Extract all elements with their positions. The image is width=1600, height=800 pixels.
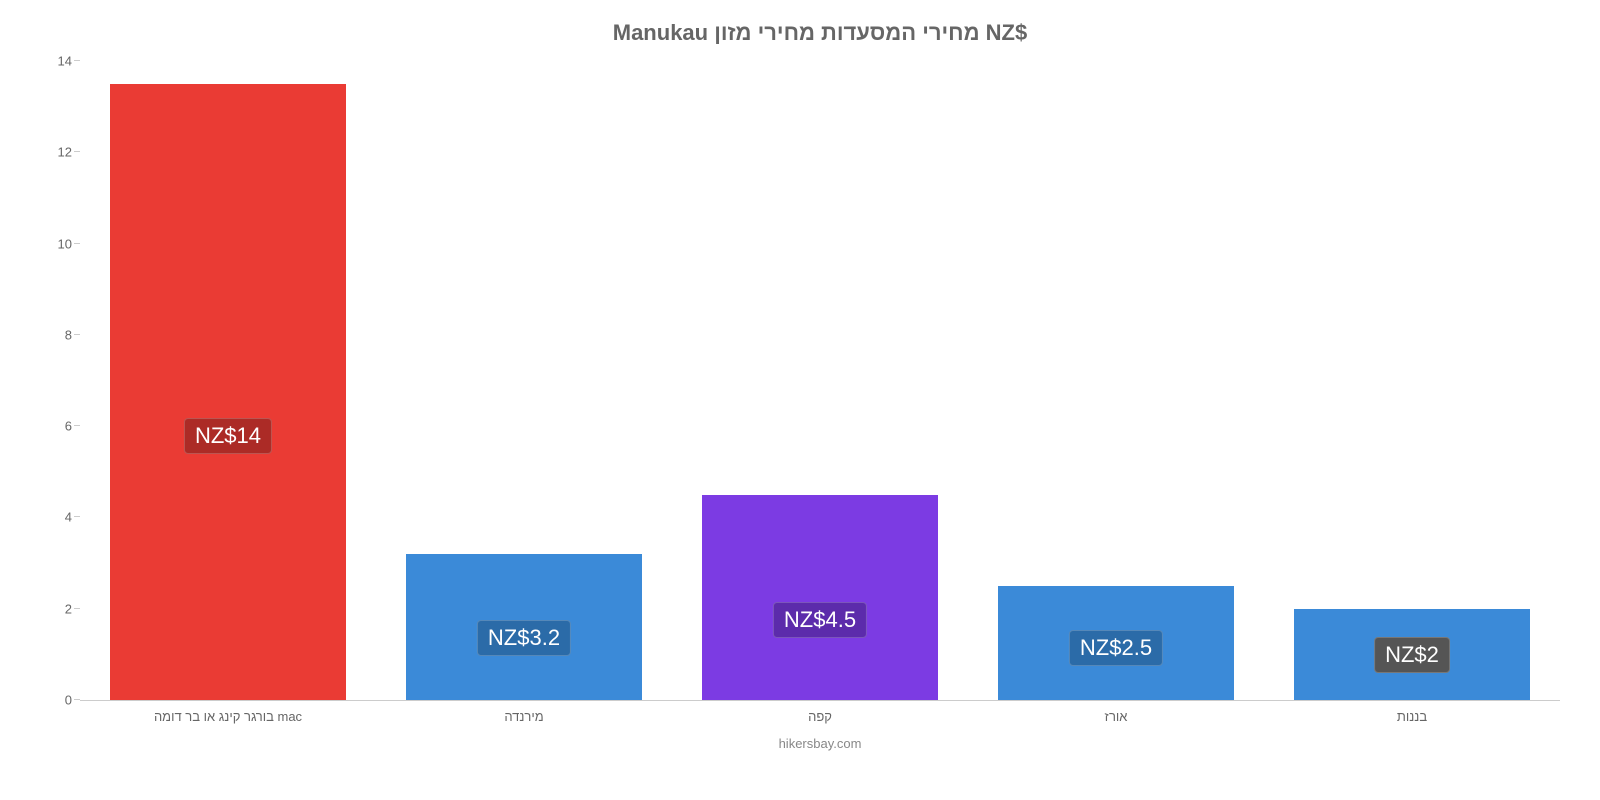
y-tick-label: 0 [65,693,72,708]
y-tick-mark [74,608,80,609]
y-tick-label: 8 [65,327,72,342]
bars-row: NZ$14 NZ$3.2 NZ$4.5 NZ$2.5 NZ$2 [80,61,1560,700]
y-axis: 02468101214 [40,61,80,700]
bar-slot: NZ$2 [1264,61,1560,700]
y-tick-mark [74,425,80,426]
bar: NZ$14 [110,84,347,700]
bar: NZ$2 [1294,609,1531,700]
y-tick-label: 10 [58,236,72,251]
y-tick-label: 2 [65,601,72,616]
y-tick-mark [74,151,80,152]
bar-slot: NZ$2.5 [968,61,1264,700]
bar-value-label: NZ$4.5 [773,602,867,638]
bar: NZ$2.5 [998,586,1235,700]
x-tick-label: מירנדה [376,709,672,724]
bar-slot: NZ$4.5 [672,61,968,700]
x-tick-label: בורגר קינג או בר דומה mac [80,709,376,724]
y-tick-label: 12 [58,145,72,160]
y-tick-mark [74,334,80,335]
bar: NZ$3.2 [406,554,643,700]
bar-slot: NZ$14 [80,61,376,700]
y-tick-label: 14 [58,54,72,69]
y-tick-mark [74,60,80,61]
chart-container: Manukau מחירי המסעדות מחירי מזון NZ$ 0 2 4… [0,0,1600,800]
x-axis-labels: בורגר קינג או בר דומה macמירנדהקפהאורזבנ… [80,709,1560,724]
y-tick-mark [74,699,80,700]
y-tick-label: 6 [65,419,72,434]
bar: NZ$4.5 [702,495,939,700]
x-tick-label: קפה [672,709,968,724]
bar-value-label: NZ$2.5 [1069,630,1163,666]
source-text: hikersbay.com [80,736,1560,751]
plot-area: 02468101214 NZ$14NZ$3.2NZ$4.5NZ$2.5NZ$2 [80,61,1560,701]
bar-value-label: NZ$2 [1374,637,1450,673]
y-tick-mark [74,516,80,517]
bar-slot: NZ$3.2 [376,61,672,700]
bar-value-label: NZ$3.2 [477,620,571,656]
chart-title: Manukau מחירי המסעדות מחירי מזון NZ$ [80,20,1560,46]
y-tick-label: 4 [65,510,72,525]
x-tick-label: אורז [968,709,1264,724]
y-tick-mark [74,243,80,244]
bar-value-label: NZ$14 [184,418,272,454]
x-tick-label: בננות [1264,709,1560,724]
